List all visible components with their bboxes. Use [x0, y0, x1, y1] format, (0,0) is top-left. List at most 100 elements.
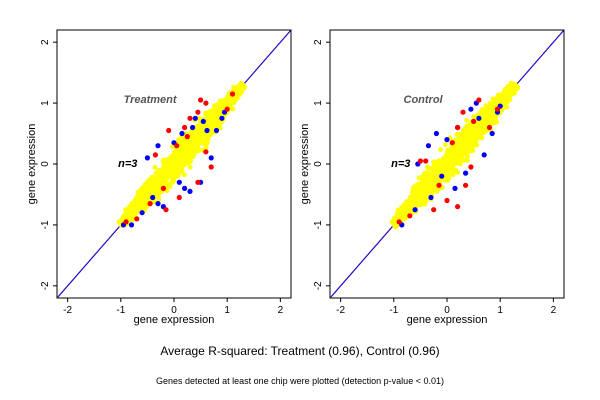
yellow-point: [448, 150, 453, 155]
blue-point: [187, 188, 193, 194]
x-tick-label: -1: [389, 305, 398, 316]
yellow-point: [147, 188, 153, 193]
yellow-point: [419, 198, 425, 204]
yellow-point: [167, 159, 173, 165]
y-tick-label: 2: [40, 39, 51, 45]
yellow-point: [443, 173, 449, 178]
red-point: [407, 213, 413, 219]
blue-point: [489, 130, 495, 137]
red-point: [163, 207, 169, 213]
yellow-point: [444, 154, 450, 160]
yellow-point-cloud: [389, 80, 521, 230]
panel-title: Treatment: [124, 94, 178, 106]
detection-footnote: Genes detected at least one chip were pl…: [156, 376, 444, 386]
y-tick-label: -2: [313, 281, 324, 290]
yellow-point: [187, 154, 192, 160]
blue-point: [204, 127, 210, 134]
yellow-point: [470, 123, 475, 129]
red-point: [160, 185, 166, 191]
yellow-point: [437, 161, 443, 167]
blue-point: [150, 194, 156, 201]
y-tick-label: 1: [313, 100, 324, 106]
blue-point: [439, 173, 445, 179]
y-tick-label: -1: [313, 220, 324, 229]
yellow-point: [468, 136, 474, 141]
blue-point: [155, 143, 161, 149]
sample-count-label: n=3: [118, 158, 137, 170]
red-point: [152, 152, 158, 158]
red-point: [195, 179, 201, 185]
plot-area: [330, 30, 564, 298]
yellow-point: [443, 142, 448, 148]
yellow-point: [219, 103, 224, 108]
x-tick-label: 1: [497, 305, 503, 316]
yellow-point: [139, 198, 145, 204]
yellow-point: [158, 174, 164, 180]
x-axis-label: gene expression: [407, 314, 488, 326]
yellow-point: [191, 132, 197, 138]
yellow-point: [416, 183, 422, 189]
yellow-point: [419, 175, 425, 181]
blue-point: [128, 222, 135, 228]
yellow-point: [176, 137, 181, 143]
red-point: [423, 158, 429, 164]
yellow-point: [465, 125, 471, 131]
yellow-point: [129, 209, 135, 215]
blue-point: [452, 185, 458, 191]
yellow-point: [395, 207, 401, 213]
yellow-point: [427, 180, 432, 185]
yellow-point: [157, 189, 162, 195]
red-point: [476, 97, 482, 103]
yellow-point: [465, 158, 470, 163]
yellow-point: [510, 91, 515, 97]
y-tick-label: 2: [313, 39, 324, 45]
x-tick-label: 0: [444, 305, 450, 316]
yellow-point: [133, 210, 139, 216]
yellow-point: [431, 167, 437, 172]
yellow-point-cloud: [116, 80, 247, 229]
y-tick-label: -1: [40, 220, 51, 229]
red-point: [203, 149, 209, 155]
blue-point: [155, 201, 161, 207]
yellow-point: [411, 187, 416, 193]
yellow-point: [463, 133, 469, 139]
yellow-point: [164, 188, 170, 194]
yellow-point: [240, 83, 246, 89]
yellow-point: [471, 143, 476, 149]
yellow-point: [144, 191, 149, 197]
x-tick-label: -2: [63, 305, 72, 316]
yellow-point: [450, 172, 456, 178]
yellow-point: [451, 168, 457, 174]
yellow-point: [444, 160, 450, 166]
red-series: [396, 97, 501, 225]
blue-point: [144, 155, 150, 161]
yellow-point: [150, 174, 156, 180]
average-r-squared-caption: Average R-squared: Treatment (0.96), Con…: [160, 344, 440, 358]
y-tick-label: -2: [40, 281, 51, 290]
yellow-point: [480, 113, 485, 119]
blue-point: [428, 194, 434, 201]
yellow-point: [419, 189, 425, 195]
yellow-point: [497, 95, 503, 101]
yellow-point: [475, 136, 481, 141]
yellow-point: [425, 164, 430, 170]
yellow-point: [175, 174, 181, 179]
control-panel: -2 -1 0 1 2 -2 -1 0 1 2 gene expression gene expres…: [299, 29, 565, 326]
yellow-point: [494, 101, 499, 107]
yellow-point: [174, 164, 179, 170]
red-point: [174, 143, 180, 149]
red-point: [436, 182, 442, 188]
blue-point: [213, 127, 220, 134]
red-point: [486, 124, 493, 131]
yellow-point: [234, 93, 240, 98]
yellow-point: [182, 146, 187, 152]
yellow-point: [404, 206, 409, 212]
yellow-point: [156, 197, 162, 203]
yellow-point: [211, 124, 217, 129]
x-tick-label: -2: [336, 305, 345, 316]
yellow-point: [471, 114, 477, 119]
sample-count-label: n=3: [391, 158, 410, 170]
red-point: [187, 115, 193, 121]
yellow-point: [482, 127, 487, 133]
